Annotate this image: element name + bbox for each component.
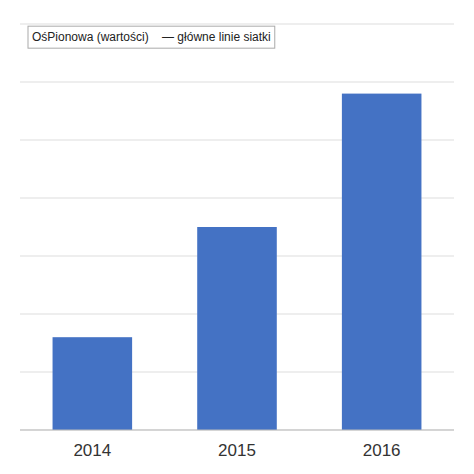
x-axis: 2014 2015 2016 (73, 441, 400, 460)
annotation: OśPionowa (wartości) — główne linie siat… (28, 26, 275, 48)
grid-line (20, 430, 454, 431)
chart-container: 2014 2015 2016 OśPionowa (wartości) — główn… (0, 0, 474, 474)
bars (53, 94, 422, 430)
bar (53, 337, 133, 430)
x-tick-label: 2015 (218, 441, 256, 460)
annotation-text: OśPionowa (wartości) — główne linie siat… (32, 30, 271, 44)
x-tick-label: 2014 (73, 441, 111, 460)
grid-line (20, 82, 454, 83)
bar (197, 227, 277, 430)
x-tick-label: 2016 (363, 441, 401, 460)
grid-line (20, 24, 454, 25)
bar (342, 94, 422, 430)
grid (20, 24, 454, 430)
chart-svg: 2014 2015 2016 OśPionowa (wartości) — główn… (0, 0, 474, 474)
annotation-box (28, 26, 275, 48)
x-axis-line (20, 430, 454, 431)
